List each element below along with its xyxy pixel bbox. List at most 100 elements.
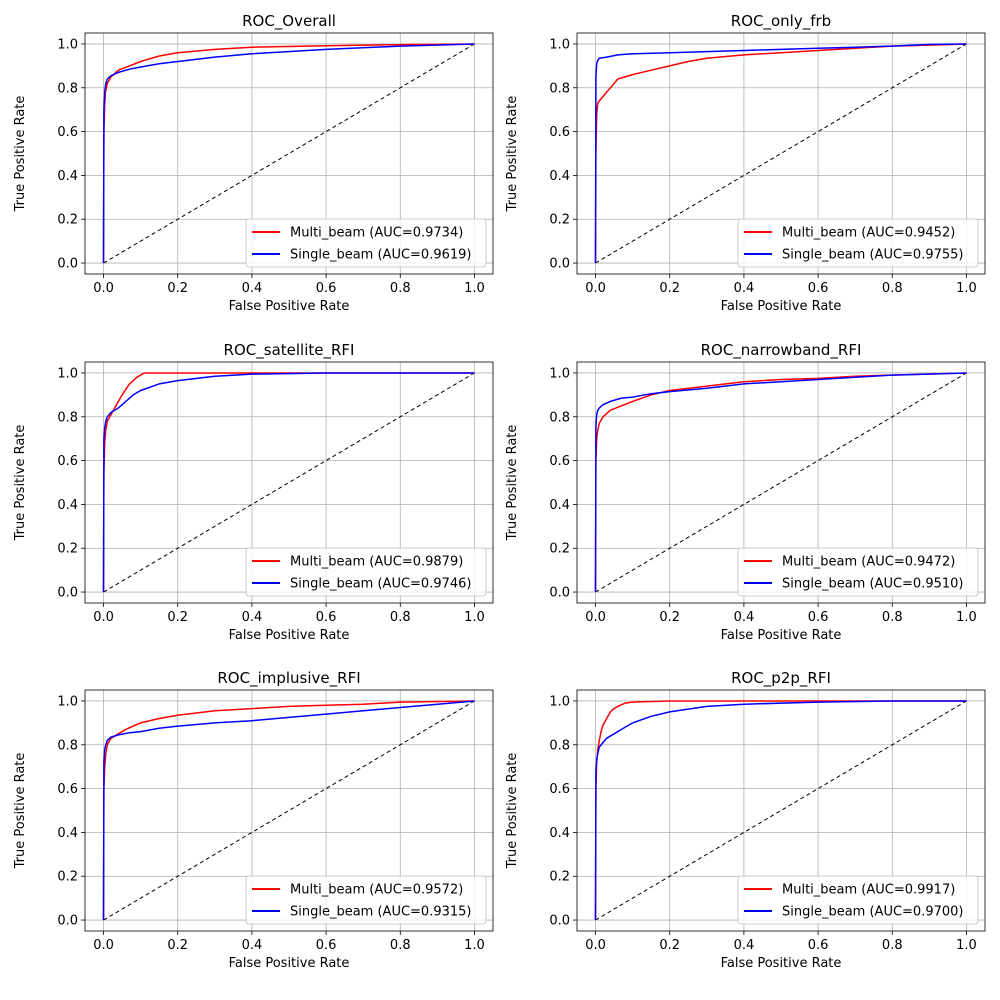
- legend-box: [737, 875, 979, 925]
- chance-diagonal-line: [595, 43, 967, 264]
- y-axis-label: True Positive Rate: [13, 753, 28, 870]
- plot-frame: [84, 32, 494, 275]
- chart-title: ROC_implusive_RFI: [217, 669, 360, 688]
- plot-frame: [576, 689, 986, 932]
- legend: Multi_beam (AUC=0.9452) Single_beam (AUC=…: [737, 218, 979, 268]
- roc-panel: 0.0 0.2 0.4 0.6 0.8 1.0 0.0 0.2 0.4 0.6 0.8 1.0 ROC_…: [505, 12, 986, 314]
- x-tick-label: 0.8: [390, 281, 411, 296]
- y-tick-label: 0.0: [549, 257, 570, 272]
- legend: Multi_beam (AUC=0.9879) Single_beam (AUC=…: [245, 547, 487, 597]
- chance-diagonal-line: [103, 372, 475, 593]
- x-tick-label: 0.4: [242, 938, 263, 953]
- x-tick-label: 1.0: [464, 938, 485, 953]
- x-tick-label: 0.6: [316, 610, 337, 625]
- y-axis-label: True Positive Rate: [505, 96, 520, 213]
- chart-title: ROC_only_frb: [731, 12, 831, 31]
- chance-diagonal-line: [595, 700, 967, 921]
- x-tick-label: 1.0: [464, 610, 485, 625]
- x-tick-label: 0.4: [734, 938, 755, 953]
- legend-label: Single_beam (AUC=0.9510): [782, 577, 964, 592]
- y-axis-label: True Positive Rate: [13, 425, 28, 542]
- x-tick-label: 0.0: [93, 938, 114, 953]
- y-tick-label: 0.8: [57, 81, 78, 96]
- y-tick-label: 0.2: [549, 870, 570, 885]
- chart-title: ROC_narrowband_RFI: [701, 341, 862, 360]
- y-tick-label: 0.0: [549, 586, 570, 601]
- y-tick-label: 0.8: [57, 738, 78, 753]
- legend-box: [245, 547, 487, 597]
- x-tick-label: 0.8: [882, 610, 903, 625]
- y-axis-label: True Positive Rate: [505, 753, 520, 870]
- roc-panel: 0.0 0.2 0.4 0.6 0.8 1.0 0.0 0.2 0.4 0.6 0.8 1.0 ROC_…: [13, 669, 494, 971]
- x-tick-label: 1.0: [956, 281, 977, 296]
- roc-curve-single-beam: [594, 700, 967, 921]
- x-tick-label: 0.0: [93, 281, 114, 296]
- y-tick-label: 1.0: [57, 366, 78, 381]
- x-tick-label: 1.0: [464, 281, 485, 296]
- chance-diagonal-line: [103, 43, 475, 264]
- y-tick-label: 0.4: [549, 826, 570, 841]
- x-tick-label: 0.2: [167, 610, 188, 625]
- y-tick-label: 0.6: [57, 125, 78, 140]
- roc-panel: 0.0 0.2 0.4 0.6 0.8 1.0 0.0 0.2 0.4 0.6 0.8 1.0 ROC_…: [13, 341, 494, 643]
- x-tick-label: 0.0: [585, 281, 606, 296]
- x-tick-label: 0.6: [808, 610, 829, 625]
- legend-label: Multi_beam (AUC=0.9452): [782, 226, 955, 241]
- legend-label: Single_beam (AUC=0.9315): [290, 905, 472, 920]
- x-tick-label: 0.0: [585, 610, 606, 625]
- legend: Multi_beam (AUC=0.9572) Single_beam (AUC=…: [245, 875, 487, 925]
- x-tick-label: 1.0: [956, 610, 977, 625]
- roc-panel: 0.0 0.2 0.4 0.6 0.8 1.0 0.0 0.2 0.4 0.6 0.8 1.0 ROC_…: [13, 12, 494, 314]
- x-axis-label: False Positive Rate: [721, 628, 842, 643]
- y-tick-label: 0.8: [57, 410, 78, 425]
- x-tick-label: 0.4: [734, 610, 755, 625]
- y-tick-label: 0.2: [57, 542, 78, 557]
- chart-title: ROC_satellite_RFI: [224, 341, 355, 360]
- x-tick-label: 0.2: [167, 281, 188, 296]
- x-tick-label: 0.2: [659, 938, 680, 953]
- x-tick-label: 0.4: [242, 610, 263, 625]
- y-tick-label: 0.6: [57, 782, 78, 797]
- legend-box: [737, 547, 979, 597]
- x-tick-label: 0.2: [659, 610, 680, 625]
- roc-curve-multi-beam: [102, 700, 475, 921]
- roc-panel: 0.0 0.2 0.4 0.6 0.8 1.0 0.0 0.2 0.4 0.6 0.8 1.0 ROC_…: [505, 669, 986, 971]
- x-tick-label: 0.8: [390, 938, 411, 953]
- y-tick-label: 0.2: [57, 870, 78, 885]
- roc-curve-multi-beam: [594, 43, 967, 264]
- y-tick-label: 0.4: [57, 826, 78, 841]
- x-tick-label: 0.6: [316, 938, 337, 953]
- y-tick-label: 0.0: [549, 914, 570, 929]
- y-tick-label: 0.0: [57, 257, 78, 272]
- y-tick-label: 0.4: [549, 169, 570, 184]
- legend-label: Multi_beam (AUC=0.9472): [782, 555, 955, 570]
- legend-label: Single_beam (AUC=0.9700): [782, 905, 964, 920]
- y-tick-label: 0.8: [549, 738, 570, 753]
- x-axis-label: False Positive Rate: [721, 299, 842, 314]
- roc-curve-single-beam: [102, 700, 475, 921]
- x-axis-label: False Positive Rate: [229, 628, 350, 643]
- plot-frame: [84, 361, 494, 604]
- y-tick-label: 0.2: [549, 542, 570, 557]
- roc-curve-single-beam: [594, 372, 967, 593]
- x-tick-label: 0.2: [167, 938, 188, 953]
- roc-curve-multi-beam: [594, 372, 967, 593]
- y-tick-label: 1.0: [57, 694, 78, 709]
- x-tick-label: 0.6: [808, 938, 829, 953]
- legend-label: Multi_beam (AUC=0.9572): [290, 883, 463, 898]
- y-tick-label: 0.4: [57, 498, 78, 513]
- x-axis-label: False Positive Rate: [721, 956, 842, 971]
- legend: Multi_beam (AUC=0.9472) Single_beam (AUC=…: [737, 547, 979, 597]
- plot-frame: [576, 361, 986, 604]
- y-axis-label: True Positive Rate: [505, 425, 520, 542]
- y-tick-label: 1.0: [549, 37, 570, 52]
- y-tick-label: 0.6: [549, 782, 570, 797]
- chart-title: ROC_Overall: [242, 12, 336, 31]
- y-tick-label: 1.0: [549, 694, 570, 709]
- y-tick-label: 1.0: [549, 366, 570, 381]
- y-tick-label: 0.4: [57, 169, 78, 184]
- y-tick-label: 0.2: [57, 213, 78, 228]
- y-axis-label: True Positive Rate: [13, 96, 28, 213]
- y-tick-label: 0.8: [549, 410, 570, 425]
- y-tick-label: 0.6: [549, 454, 570, 469]
